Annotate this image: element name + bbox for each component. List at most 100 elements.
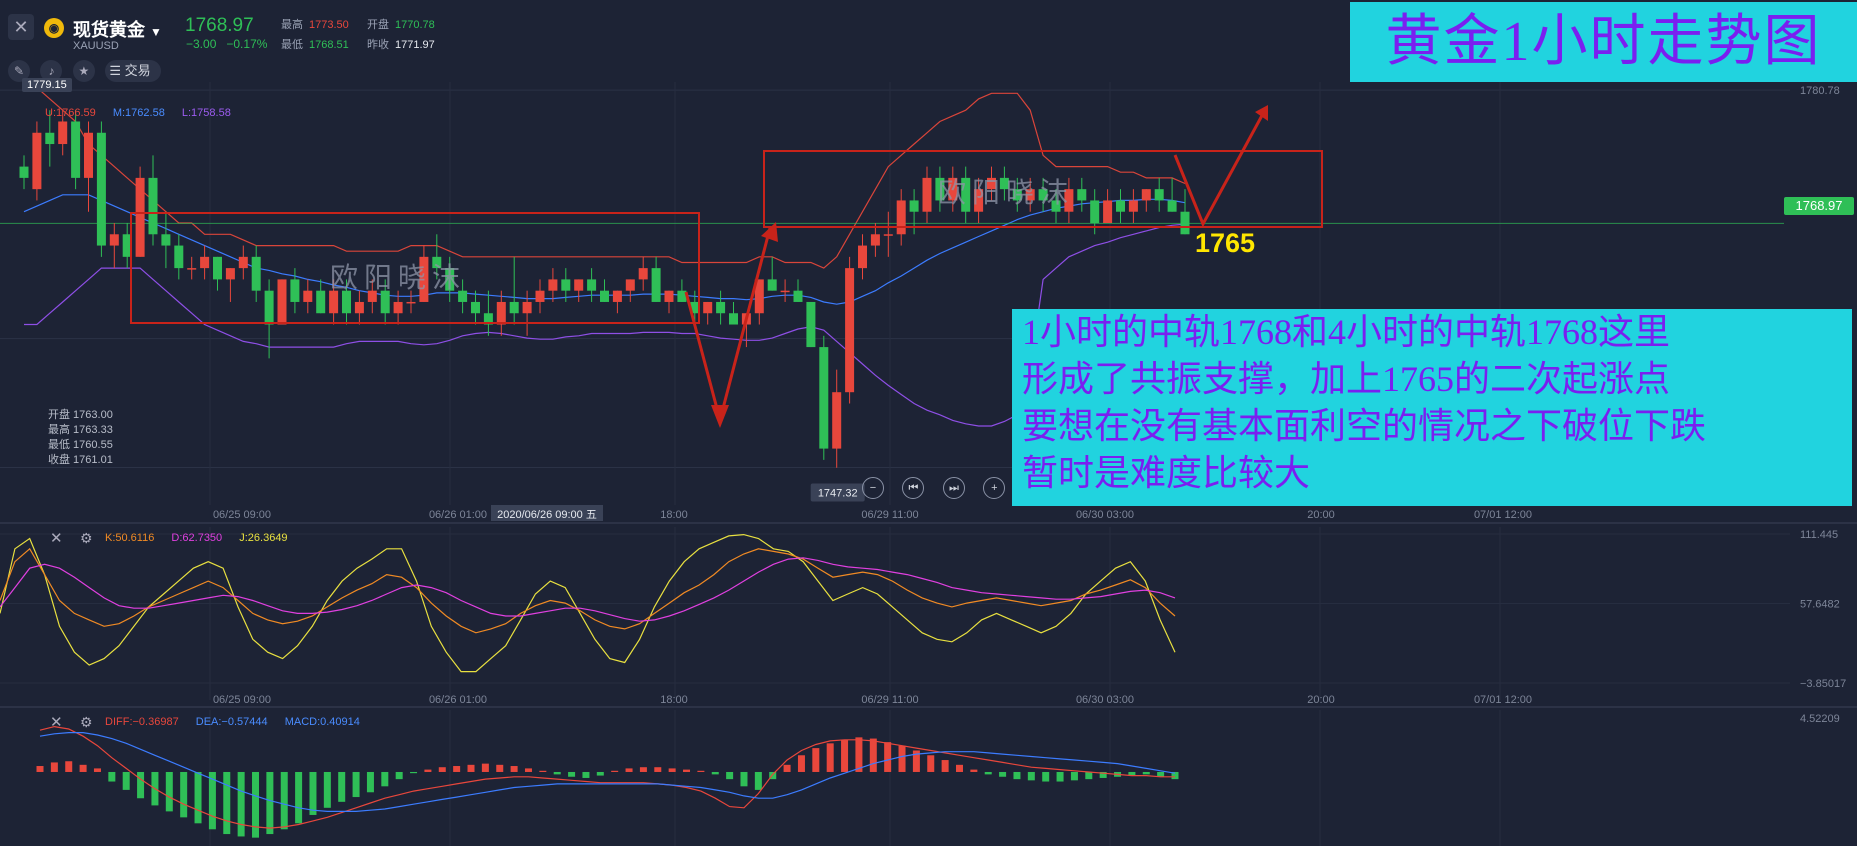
macd-bar <box>1070 771 1078 781</box>
note-line: 暂时是难度比较大 <box>1022 453 1311 493</box>
macd-bar <box>855 737 863 772</box>
macd-bar <box>208 771 216 830</box>
close-icon[interactable]: ✕ <box>50 530 63 547</box>
last-price-tag: 1768.97 <box>1784 197 1854 215</box>
candle-body <box>96 132 106 246</box>
prev-close-stat: 昨收 1771.97 <box>367 39 435 51</box>
candle-body <box>290 279 300 302</box>
candle-body <box>845 268 855 393</box>
chevron-down-icon[interactable]: ▼ <box>150 25 162 39</box>
symbol-name[interactable]: 现货黄金 ▼ <box>73 20 162 40</box>
macd-bar <box>1171 771 1179 780</box>
gear-icon[interactable]: ⚙ <box>80 714 93 730</box>
macd-bar <box>1056 771 1064 782</box>
candle-body <box>561 279 571 291</box>
candle-body <box>303 290 313 302</box>
macd-bar <box>252 771 260 838</box>
candle-body <box>445 268 455 291</box>
macd-bar <box>194 771 202 824</box>
candle-body <box>832 392 842 449</box>
macd-bar <box>999 771 1007 777</box>
candle-body <box>251 256 261 291</box>
candle-body <box>600 290 609 302</box>
macd-bar <box>625 768 633 772</box>
macd-bar <box>740 771 748 787</box>
skip-back-icon[interactable]: ⏮ <box>902 477 925 499</box>
candle-body <box>458 290 468 302</box>
x-tick-label: 06/29 11:00 <box>861 694 918 706</box>
zoom-in-icon[interactable]: + <box>983 477 1006 499</box>
candle-body <box>548 279 558 291</box>
candle-body <box>987 177 996 190</box>
macd-panel[interactable]: 4.52209 <box>36 710 1840 846</box>
macd-bar <box>395 771 403 780</box>
candle-body <box>690 301 700 314</box>
macd-bar <box>237 771 245 837</box>
zoom-out-icon[interactable]: − <box>862 477 884 499</box>
boll-legend: U:1766.59 M:1762.58 L:1758.58 <box>45 107 245 119</box>
min-price-label: 1747.32 <box>818 488 858 500</box>
macd-value-legend: MACD:0.40914 <box>284 716 360 728</box>
open-stat: 开盘 1770.78 <box>367 19 435 31</box>
candle-body <box>638 268 648 280</box>
macd-bar <box>36 766 44 772</box>
skip-forward-icon[interactable]: ⏭ <box>942 477 965 499</box>
macd-bar <box>510 766 518 772</box>
candle-body <box>574 279 584 291</box>
candle-body <box>1012 189 1022 201</box>
kdj-k-line <box>0 547 1176 634</box>
watermark: 欧阳晓沫 <box>330 262 466 293</box>
macd-bar <box>884 742 892 772</box>
toolbar: ✎ ♪ ★ ☰ 交易 <box>8 60 161 82</box>
candle-body <box>58 121 68 145</box>
x-tick-label: 06/30 03:00 <box>1076 509 1134 521</box>
macd-diff-line <box>39 725 1175 829</box>
low-stat: 最低 1768.51 <box>281 39 349 51</box>
star-icon[interactable]: ★ <box>72 60 95 82</box>
close-icon[interactable]: ✕ <box>8 14 34 40</box>
x-tick-label: 06/26 01:00 <box>429 509 487 521</box>
candle-body <box>999 177 1009 190</box>
high-stat: 最高 1773.50 <box>281 19 349 31</box>
ohlc-high: 最高 1763.33 <box>48 424 113 436</box>
macd-bar <box>869 738 877 772</box>
macd-dea-legend: DEA:−0.57444 <box>195 716 268 728</box>
macd-bar <box>697 770 705 772</box>
macd-bar <box>826 743 834 772</box>
chart-title: 黄金1小时走势图 <box>1350 2 1857 82</box>
macd-diff-legend: DIFF:−0.36987 <box>105 716 179 728</box>
kdj-panel[interactable]: 111.445 57.6482 −3.85017 06/25 09:00 06/26 0… <box>0 527 1846 706</box>
candle-body <box>122 234 132 257</box>
close-icon[interactable]: ✕ <box>50 714 63 731</box>
trade-button[interactable]: ☰ 交易 <box>105 60 161 82</box>
macd-bar <box>381 771 389 787</box>
macd-bar <box>841 739 849 772</box>
candle-body <box>819 347 829 449</box>
macd-bar <box>927 755 935 772</box>
candle-body <box>1154 189 1164 201</box>
macd-bar <box>122 771 130 790</box>
boll-upper-line <box>24 86 1186 269</box>
kdj-k-legend: K:50.6116 <box>105 532 155 544</box>
consolidation-box <box>130 212 700 324</box>
macd-bar <box>410 771 418 774</box>
candle-body <box>187 268 197 270</box>
gear-icon[interactable]: ⚙ <box>80 530 93 546</box>
candle-body <box>342 290 351 314</box>
macd-bar <box>108 771 116 782</box>
bell-icon[interactable]: ♪ <box>40 60 63 82</box>
macd-bar <box>438 767 446 772</box>
macd-bar <box>668 768 676 772</box>
ohlc-readout: 开盘 1763.00 最高 1763.33 最低 1760.55 收盘 1761… <box>48 408 113 468</box>
candle-body <box>1051 200 1061 212</box>
x-tick-label: 18:00 <box>660 509 688 521</box>
x-tick-label: 06/29 11:00 <box>861 509 918 521</box>
analysis-note: 1小时的中轨1768和4小时的中轨1768这里 形成了共振支撑，加上1765的二… <box>1012 309 1852 506</box>
symbol-code: XAUUSD <box>73 40 119 52</box>
draw-tool-icon[interactable]: ✎ <box>8 60 30 82</box>
macd-bar <box>180 771 188 818</box>
macd-bar <box>1042 771 1050 782</box>
y-tick-label: 1780.78 <box>1800 85 1840 97</box>
candle-body <box>664 290 674 302</box>
